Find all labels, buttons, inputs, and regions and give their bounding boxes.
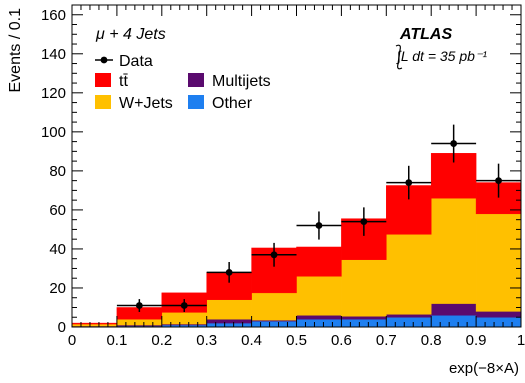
- bar-other-4: [251, 320, 297, 328]
- channel-annotation: μ + 4 Jets: [95, 26, 166, 43]
- x-tick-label-2: 0.2: [151, 332, 172, 349]
- legend-marker-data: [100, 56, 108, 64]
- bar-multijets-8: [430, 303, 477, 316]
- y-tick-label-6: 120: [41, 85, 66, 102]
- x-tick-label-8: 0.8: [421, 332, 442, 349]
- bar-other-8: [430, 315, 477, 328]
- bar-wjets-5: [296, 276, 342, 316]
- y-axis-label: Events / 0.1: [7, 8, 24, 93]
- y-tick-label-7: 140: [41, 46, 66, 63]
- bar-wjets-6: [341, 259, 387, 317]
- bar-other-3: [206, 322, 252, 328]
- annotations: μ + 4 Jets ATLAS ∫L dt = 35 pb⁻¹: [95, 26, 487, 70]
- x-tick-label-6: 0.6: [331, 332, 352, 349]
- bar-ttbar-5: [296, 246, 342, 277]
- legend-label-other: Other: [212, 95, 253, 112]
- x-tick-label-5: 0.5: [286, 332, 307, 349]
- x-axis-label: exp(−8×A): [449, 360, 519, 377]
- bar-other-9: [475, 316, 522, 328]
- data-point-5: [360, 218, 368, 226]
- legend-marker-multijets: [188, 73, 204, 87]
- bar-other-5: [296, 318, 342, 328]
- x-tick-label-4: 0.4: [241, 332, 262, 349]
- legend-marker-ttbar: [95, 73, 111, 87]
- bar-multijets-7: [386, 314, 432, 318]
- bar-wjets-7: [386, 234, 432, 315]
- x-tick-label-1: 0.1: [106, 332, 127, 349]
- bar-wjets-1: [116, 318, 163, 326]
- data-point-8: [495, 177, 502, 185]
- bar-multijets-5: [296, 315, 342, 320]
- bar-multijets-3: [206, 318, 252, 324]
- legend-marker-wjets: [95, 95, 111, 109]
- bar-other-6: [341, 318, 387, 328]
- y-tick-label-2: 40: [49, 241, 66, 258]
- x-tick-label-3: 0.3: [196, 332, 217, 349]
- bar-other-7: [386, 316, 432, 328]
- x-tick-label-10: 1: [517, 332, 525, 349]
- x-tick-label-7: 0.7: [376, 332, 397, 349]
- legend-label-wjets: W+Jets: [119, 95, 173, 112]
- bar-wjets-8: [430, 197, 477, 304]
- legend-label-multijets: Multijets: [212, 73, 271, 90]
- y-tick-label-3: 60: [49, 202, 66, 219]
- integral-sign-icon: [395, 44, 403, 70]
- bar-multijets-6: [341, 316, 387, 320]
- axes: Events / 0.1 exp(−8×A) 0 0.1 0.2 0.3 0.4 0.5 0…: [7, 4, 525, 377]
- y-tick-label-4: 80: [49, 163, 66, 180]
- legend-label-data: Data: [119, 53, 153, 70]
- y-tick-label-1: 20: [49, 280, 66, 297]
- x-tick-label-9: 0.9: [466, 332, 487, 349]
- y-tick-label-8: 160: [41, 7, 66, 24]
- atlas-label: ATLAS: [399, 26, 452, 43]
- legend-marker-other: [188, 95, 204, 109]
- bar-wjets-0: [71, 323, 118, 327]
- data-point-4: [315, 222, 323, 229]
- bar-wjets-2: [161, 312, 207, 325]
- bar-ttbar-0: [71, 322, 118, 325]
- legend-label-ttbar: tt̄: [119, 73, 128, 90]
- x-tick-label-0: 0: [68, 332, 76, 349]
- data-point-0: [135, 302, 143, 309]
- bar-wjets-9: [475, 213, 522, 312]
- bar-wjets-3: [206, 299, 252, 320]
- bar-multijets-9: [475, 311, 522, 318]
- data-point-2: [225, 268, 233, 276]
- bar-wjets-4: [251, 292, 297, 321]
- legend: Data tt̄ Multijets W+Jets Other: [95, 53, 271, 112]
- y-tick-label-5: 100: [41, 124, 66, 141]
- data-point-1: [180, 302, 188, 309]
- luminosity-label: ∫L dt = 35 pb⁻¹: [396, 48, 487, 65]
- data-point-6: [405, 179, 413, 186]
- data-point-7: [450, 140, 458, 147]
- data-point-3: [270, 251, 278, 259]
- y-tick-label-0: 0: [58, 319, 66, 336]
- plot-area: [71, 124, 522, 328]
